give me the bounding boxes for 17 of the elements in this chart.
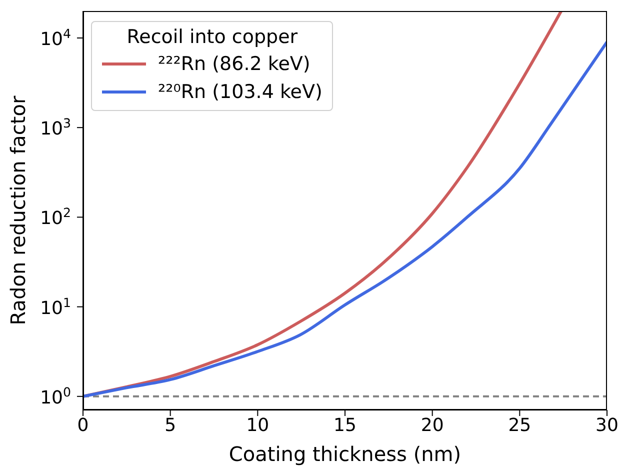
x-tick-label: 10	[246, 414, 270, 436]
legend-label: ²²²Rn (86.2 keV)	[158, 52, 310, 77]
y-tick-label: 10$^{4}$	[40, 25, 71, 50]
x-axis-title: Coating thickness (nm)	[228, 442, 462, 466]
y-tick-label: 10$^{3}$	[40, 115, 71, 140]
x-tick-label: 5	[164, 414, 176, 436]
x-tick-label: 0	[77, 414, 89, 436]
y-tick-label: 10$^{2}$	[40, 204, 71, 230]
x-tick-label: 25	[508, 414, 532, 436]
y-tick-label: 10$^{0}$	[40, 384, 71, 408]
y-tick-label: 10$^{1}$	[40, 294, 71, 319]
x-tick-label: 20	[420, 414, 444, 436]
legend-title: Recoil into copper	[126, 26, 299, 48]
y-axis-title: Radon reduction factor	[6, 95, 30, 326]
legend-label: ²²⁰Rn (103.4 keV)	[158, 80, 322, 105]
x-tick-label: 30	[596, 414, 618, 436]
x-tick-label: 15	[334, 414, 356, 436]
